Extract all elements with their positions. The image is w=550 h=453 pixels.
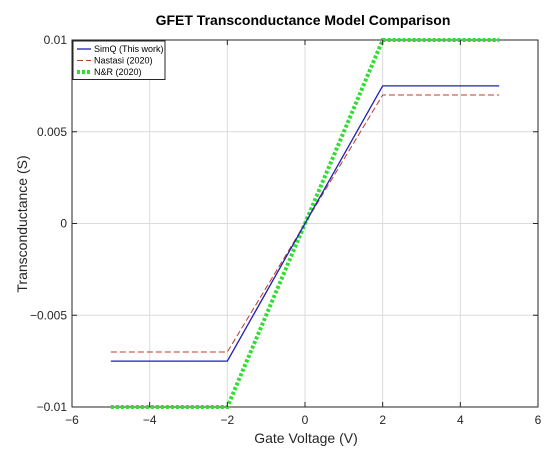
series-group (110, 38, 500, 409)
x-tick-label: 6 (535, 413, 542, 427)
y-axis-label: Transconductance (S) (14, 155, 30, 292)
y-axis: −0.01 −0.005 0 0.005 0.01 (30, 33, 538, 414)
x-tick-label: −4 (143, 413, 157, 427)
x-tick-label: 0 (302, 413, 309, 427)
y-tick-label: 0 (60, 217, 67, 231)
y-tick-label: −0.01 (37, 400, 68, 414)
y-tick-label: 0.005 (37, 125, 67, 139)
chart-title: GFET Transconductance Model Comparison (156, 12, 451, 28)
x-axis-label: Gate Voltage (V) (254, 430, 358, 446)
legend-entry: Nastasi (2020) (94, 56, 153, 66)
x-axis: −6 −4 −2 0 2 4 6 (65, 40, 542, 427)
x-tick-label: −6 (65, 413, 79, 427)
legend-entry: N&R (2020) (94, 67, 142, 77)
x-tick-label: 2 (379, 413, 386, 427)
x-tick-label: 4 (457, 413, 464, 427)
legend: SimQ (This work) Nastasi (2020)N&R (2020) (72, 40, 166, 80)
legend-entry: SimQ (This work) (94, 44, 164, 54)
x-tick-label: −2 (220, 413, 234, 427)
y-tick-label: 0.01 (44, 33, 68, 47)
y-tick-label: −0.005 (30, 308, 67, 322)
series-line-0 (110, 85, 500, 362)
